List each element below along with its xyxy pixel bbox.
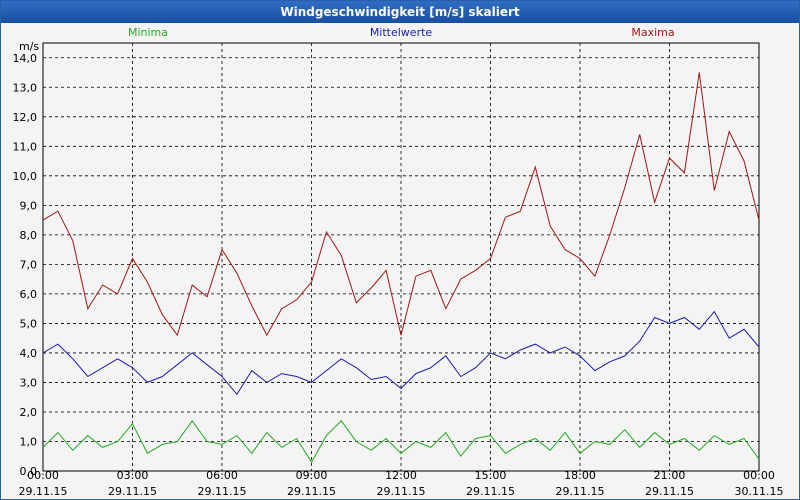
x-tick-time: 09:00 (296, 469, 328, 482)
series-line-maxima (42, 72, 760, 337)
y-tick-label: 12,0 (13, 111, 38, 124)
y-tick-label: 9,0 (20, 199, 38, 212)
y-tick-label: 0,0 (20, 465, 38, 478)
x-tick-date: 29.11.15 (466, 485, 515, 498)
series-line-minima (42, 419, 760, 464)
plot-area-frame (42, 42, 760, 472)
y-tick-label: 10,0 (13, 170, 38, 183)
x-tick-time: 00:00 (27, 469, 59, 482)
y-tick-label: 6,0 (20, 288, 38, 301)
x-tick-date: 29.11.15 (556, 485, 605, 498)
y-tick-label: 7,0 (20, 258, 38, 271)
y-tick-label: 1,0 (20, 435, 38, 448)
x-tick-date: 29.11.15 (19, 485, 68, 498)
y-tick-label: 2,0 (20, 406, 38, 419)
x-tick-time: 00:00 (743, 469, 775, 482)
legend: Minima Mittelwerte Maxima (128, 26, 675, 39)
y-tick-label: 3,0 (20, 376, 38, 389)
x-tick-time: 12:00 (385, 469, 417, 482)
series (42, 72, 760, 464)
x-tick-time: 06:00 (206, 469, 238, 482)
x-tick-date: 29.11.15 (287, 485, 336, 498)
y-tick-label: 4,0 (20, 347, 38, 360)
x-tick-date: 29.11.15 (108, 485, 157, 498)
legend-maxima: Maxima (631, 26, 674, 39)
x-tick-time: 03:00 (117, 469, 149, 482)
y-tick-label: 8,0 (20, 229, 38, 242)
window-title: Windgeschwindigkeit [m/s] skaliert (1, 1, 799, 23)
grid (42, 43, 760, 472)
x-tick-date: 29.11.15 (645, 485, 694, 498)
x-tick-time: 15:00 (475, 469, 507, 482)
wind-speed-chart: 0,0 1,0 2,0 3,0 4,0 5,0 6,0 7,0 8,0 9,0 10,0 11,0 12… (13, 26, 784, 498)
x-tick-time: 18:00 (564, 469, 596, 482)
x-tick-time: 21:00 (654, 469, 686, 482)
y-axis-label: m/s (19, 40, 39, 53)
x-tick-date: 29.11.15 (198, 485, 247, 498)
y-tick-label: 5,0 (20, 317, 38, 330)
legend-minima: Minima (128, 26, 168, 39)
y-tick-label: 13,0 (13, 81, 38, 94)
x-tick-date: 29.11.15 (377, 485, 426, 498)
legend-mittelwerte: Mittelwerte (370, 26, 433, 39)
series-line-mittelwerte (42, 310, 760, 396)
x-tick-date: 30.11.15 (735, 485, 784, 498)
y-tick-label: 14,0 (13, 52, 38, 65)
y-tick-label: 11,0 (13, 140, 38, 153)
y-axis-ticks: 0,0 1,0 2,0 3,0 4,0 5,0 6,0 7,0 8,0 9,0 10,0 11,0 12… (13, 52, 38, 478)
x-axis-ticks: 00:00 29.11.15 03:00 29.11.15 06:00 29.11.15 0… (19, 469, 784, 498)
